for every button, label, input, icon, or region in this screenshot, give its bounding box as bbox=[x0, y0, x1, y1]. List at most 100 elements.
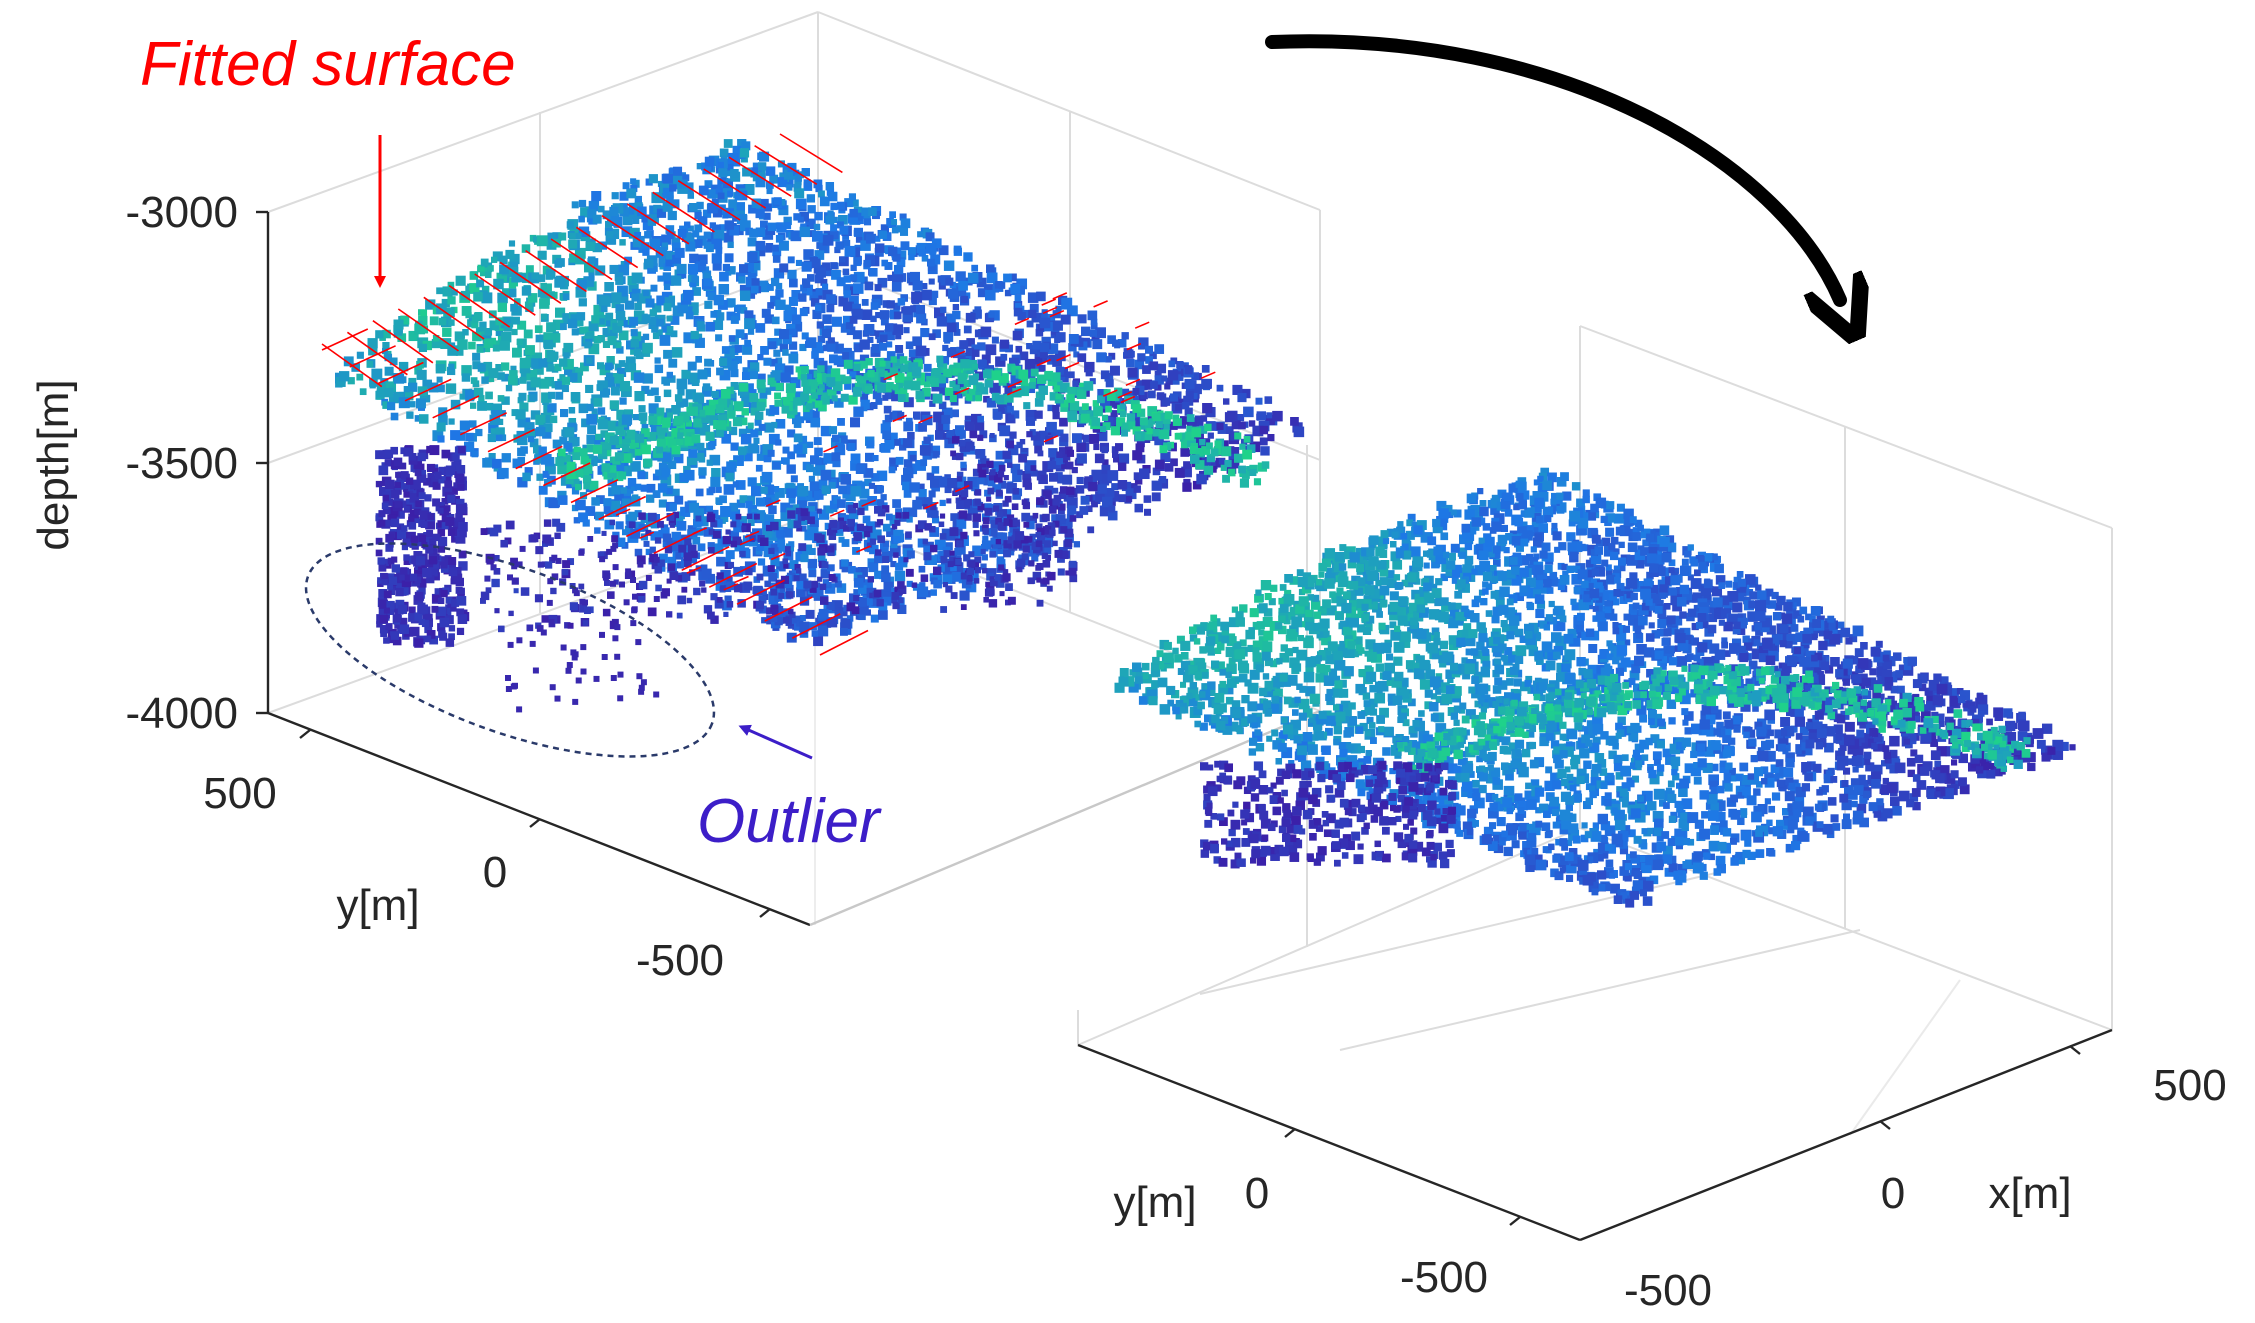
point bbox=[793, 575, 800, 582]
point bbox=[403, 386, 410, 393]
point bbox=[1118, 462, 1127, 471]
point bbox=[710, 593, 718, 601]
point bbox=[941, 528, 952, 538]
point bbox=[860, 393, 869, 402]
point bbox=[431, 475, 441, 484]
point bbox=[644, 231, 652, 239]
point bbox=[858, 612, 866, 621]
point bbox=[586, 357, 593, 364]
point bbox=[1224, 412, 1236, 423]
point bbox=[400, 471, 409, 480]
point bbox=[1100, 370, 1110, 380]
point bbox=[1126, 495, 1133, 502]
point bbox=[1037, 374, 1047, 384]
point bbox=[888, 246, 898, 257]
point bbox=[575, 232, 582, 240]
point bbox=[833, 496, 841, 504]
point bbox=[834, 398, 844, 408]
point bbox=[614, 491, 624, 501]
point bbox=[768, 594, 779, 605]
point bbox=[666, 326, 674, 333]
point bbox=[657, 483, 668, 493]
point bbox=[1083, 381, 1094, 391]
point bbox=[863, 259, 871, 268]
point bbox=[730, 442, 739, 451]
point bbox=[558, 232, 567, 241]
point bbox=[774, 617, 783, 626]
point bbox=[973, 578, 980, 584]
point bbox=[922, 504, 928, 510]
point bbox=[822, 314, 832, 324]
point bbox=[487, 433, 496, 443]
point bbox=[430, 382, 437, 390]
point bbox=[993, 484, 1002, 493]
point bbox=[1076, 389, 1087, 399]
point bbox=[389, 357, 398, 366]
point bbox=[927, 263, 936, 271]
point bbox=[814, 400, 823, 408]
point bbox=[671, 237, 681, 246]
point bbox=[1100, 398, 1111, 409]
point bbox=[1185, 431, 1195, 441]
point bbox=[795, 366, 802, 373]
point bbox=[898, 438, 905, 445]
point bbox=[917, 520, 927, 530]
point bbox=[406, 477, 414, 485]
point bbox=[671, 347, 683, 358]
point bbox=[605, 220, 612, 228]
point bbox=[403, 557, 411, 565]
point bbox=[831, 270, 841, 280]
point bbox=[929, 526, 936, 533]
point bbox=[958, 439, 966, 447]
point bbox=[565, 476, 574, 485]
point bbox=[562, 293, 570, 301]
point bbox=[769, 405, 780, 415]
point bbox=[903, 421, 914, 432]
point bbox=[378, 450, 387, 459]
point bbox=[949, 556, 956, 563]
point bbox=[624, 572, 632, 580]
point bbox=[1204, 459, 1211, 466]
point bbox=[1012, 472, 1022, 483]
point bbox=[719, 495, 727, 504]
point bbox=[1048, 506, 1057, 514]
point bbox=[1089, 434, 1100, 444]
point bbox=[512, 458, 523, 469]
point bbox=[765, 243, 774, 251]
point bbox=[770, 588, 778, 596]
point bbox=[894, 519, 901, 526]
point bbox=[960, 604, 967, 610]
point bbox=[1009, 273, 1017, 282]
point bbox=[974, 567, 982, 574]
point bbox=[713, 229, 725, 241]
point bbox=[961, 490, 969, 498]
point bbox=[878, 610, 888, 620]
point bbox=[995, 450, 1005, 460]
point bbox=[1110, 426, 1120, 436]
point bbox=[751, 486, 762, 497]
point bbox=[807, 558, 818, 569]
point bbox=[485, 402, 494, 411]
point bbox=[916, 483, 925, 493]
point bbox=[741, 525, 747, 531]
point bbox=[392, 636, 402, 646]
point bbox=[827, 343, 836, 352]
point bbox=[741, 141, 751, 151]
point bbox=[409, 626, 420, 637]
point bbox=[703, 272, 711, 280]
point bbox=[414, 323, 426, 335]
point bbox=[750, 535, 756, 541]
point bbox=[408, 516, 415, 523]
point bbox=[723, 139, 733, 148]
outlier-point bbox=[606, 548, 613, 555]
point bbox=[619, 439, 626, 446]
surface-mesh-line bbox=[349, 345, 396, 368]
point bbox=[604, 432, 615, 443]
point bbox=[491, 410, 501, 419]
point bbox=[1055, 472, 1063, 480]
point bbox=[981, 458, 990, 467]
point bbox=[432, 533, 440, 542]
point bbox=[956, 476, 963, 482]
point bbox=[537, 250, 547, 260]
point bbox=[677, 432, 684, 439]
